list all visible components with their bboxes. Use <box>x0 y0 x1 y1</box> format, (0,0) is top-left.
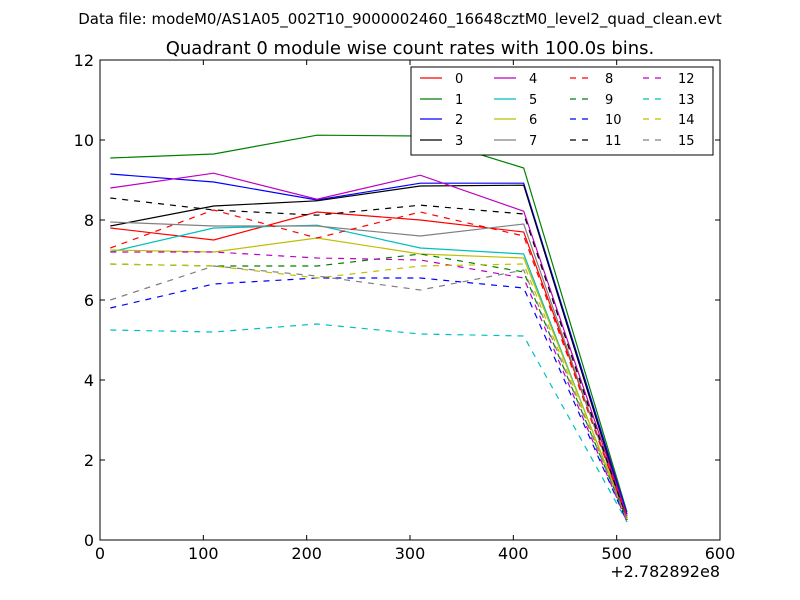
y-tick-label: 12 <box>74 51 94 70</box>
series-line-13 <box>110 323 628 523</box>
x-offset-label: +2.782892e8 <box>610 562 720 581</box>
legend-label-12: 12 <box>678 72 695 87</box>
legend-label-14: 14 <box>678 113 695 128</box>
series-line-15 <box>110 265 628 521</box>
chart-title: Quadrant 0 module wise count rates with … <box>166 38 655 59</box>
series-line-7 <box>110 221 628 521</box>
legend-label-11: 11 <box>605 134 622 149</box>
y-tick-label: 10 <box>74 131 94 150</box>
series-layer <box>110 134 628 523</box>
series-line-11 <box>110 197 628 521</box>
legend-label-15: 15 <box>678 134 695 149</box>
x-tick-label: 300 <box>395 544 426 563</box>
chart-suptitle: Data file: modeM0/AS1A05_002T10_90000024… <box>78 10 722 29</box>
series-line-0 <box>110 211 628 517</box>
series-line-1 <box>110 134 628 513</box>
y-tick-label: 8 <box>84 211 94 230</box>
legend-label-10: 10 <box>605 113 622 128</box>
legend-label-4: 4 <box>529 72 537 87</box>
y-tick-label: 0 <box>84 531 94 550</box>
x-tick-label: 0 <box>95 544 105 563</box>
series-line-5 <box>110 224 628 521</box>
series-line-2 <box>110 173 628 515</box>
y-tick-label: 4 <box>84 371 94 390</box>
series-line-4 <box>110 172 628 517</box>
legend-label-1: 1 <box>455 93 463 108</box>
x-tick-label: 200 <box>291 544 322 563</box>
legend-label-2: 2 <box>455 113 463 128</box>
legend-label-8: 8 <box>605 72 613 87</box>
legend-label-6: 6 <box>529 113 537 128</box>
series-line-14 <box>110 263 628 521</box>
legend-label-9: 9 <box>605 93 613 108</box>
series-line-3 <box>110 184 628 519</box>
y-tick-label: 2 <box>84 451 94 470</box>
legend-label-13: 13 <box>678 93 695 108</box>
legend-label-0: 0 <box>455 72 463 87</box>
x-tick-label: 500 <box>601 544 632 563</box>
series-line-10 <box>110 277 628 523</box>
series-line-12 <box>110 251 628 523</box>
x-tick-label: 100 <box>188 544 219 563</box>
legend-label-5: 5 <box>529 93 537 108</box>
legend-frame <box>410 66 714 156</box>
legend-label-3: 3 <box>455 134 463 149</box>
legend-label-7: 7 <box>529 134 537 149</box>
x-tick-label: 600 <box>705 544 736 563</box>
y-tick-label: 6 <box>84 291 94 310</box>
x-tick-label: 400 <box>498 544 529 563</box>
